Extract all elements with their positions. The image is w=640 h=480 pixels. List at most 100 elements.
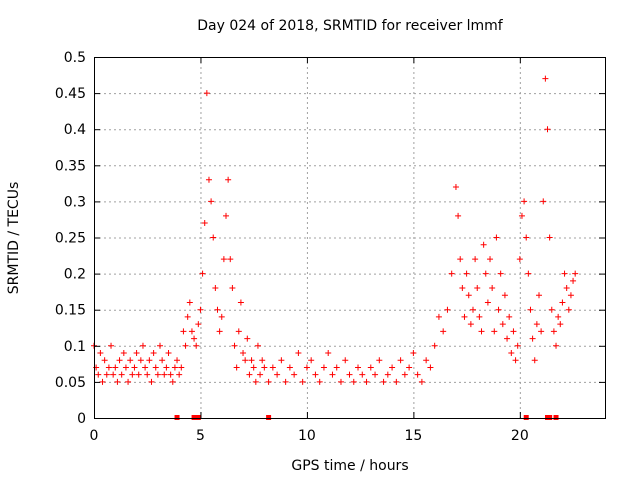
y-tick-label: 0.1 (64, 339, 86, 355)
data-point (561, 270, 568, 277)
gap-markers (174, 415, 559, 420)
data-point (499, 321, 506, 328)
data-point (235, 328, 242, 335)
data-point (157, 342, 164, 349)
data-point (555, 313, 562, 320)
data-point (250, 364, 257, 371)
data-point (135, 371, 142, 378)
grid-lines (94, 57, 605, 418)
x-axis-title: GPS time / hours (291, 458, 408, 474)
data-point (463, 270, 470, 277)
data-point (112, 364, 119, 371)
data-point (229, 285, 236, 292)
data-point (448, 270, 455, 277)
data-point (457, 256, 464, 263)
data-point (493, 234, 500, 241)
data-point (169, 378, 176, 385)
data-point (165, 350, 172, 357)
data-point (242, 357, 249, 364)
data-point (223, 212, 230, 219)
data-point (220, 256, 227, 263)
data-point (208, 198, 215, 205)
data-point (105, 364, 112, 371)
data-point (246, 371, 253, 378)
data-point (320, 364, 327, 371)
data-point (295, 350, 302, 357)
gap-marker (195, 415, 201, 420)
data-point (546, 234, 553, 241)
data-point (231, 342, 238, 349)
data-point (244, 335, 251, 342)
y-tick-label: 0 (77, 411, 86, 427)
data-point (142, 364, 149, 371)
data-point (129, 371, 136, 378)
data-point (227, 256, 234, 263)
data-point (159, 357, 166, 364)
data-point (414, 371, 421, 378)
data-point (431, 342, 438, 349)
data-point (286, 364, 293, 371)
data-point (120, 350, 127, 357)
data-point (197, 306, 204, 313)
data-point (252, 378, 259, 385)
y-tick-label: 0.15 (55, 303, 86, 319)
data-point (550, 328, 557, 335)
data-point (533, 321, 540, 328)
chart-title: Day 024 of 2018, SRMTID for receiver lmm… (197, 18, 504, 34)
data-point (95, 371, 102, 378)
x-tick-label: 10 (298, 428, 316, 444)
data-point (452, 183, 459, 190)
data-point (487, 256, 494, 263)
data-point (108, 342, 115, 349)
data-point (350, 378, 357, 385)
data-point (274, 371, 281, 378)
data-point (469, 306, 476, 313)
data-point (572, 270, 579, 277)
data-point (188, 328, 195, 335)
data-point (146, 357, 153, 364)
data-point (199, 270, 206, 277)
data-point (131, 364, 138, 371)
x-tick-label: 20 (511, 428, 529, 444)
data-point (384, 371, 391, 378)
data-point (269, 364, 276, 371)
data-point (346, 371, 353, 378)
data-point (363, 378, 370, 385)
data-point (337, 378, 344, 385)
data-point (257, 371, 264, 378)
data-point (180, 328, 187, 335)
data-point (114, 378, 121, 385)
data-point (186, 299, 193, 306)
data-point (291, 371, 298, 378)
data-point (444, 306, 451, 313)
x-tick-label: 15 (404, 428, 422, 444)
data-point (110, 371, 117, 378)
data-point (397, 357, 404, 364)
data-point (176, 371, 183, 378)
data-point (401, 371, 408, 378)
data-point (535, 292, 542, 299)
y-tick-label: 0.5 (64, 50, 86, 66)
data-point (359, 371, 366, 378)
data-point (418, 378, 425, 385)
gap-marker (547, 415, 553, 420)
data-point (101, 357, 108, 364)
data-point (410, 350, 417, 357)
data-point (342, 357, 349, 364)
data-point (380, 378, 387, 385)
data-point (484, 299, 491, 306)
data-point (540, 198, 547, 205)
data-point (97, 350, 104, 357)
data-point (259, 357, 266, 364)
gap-marker (553, 415, 559, 420)
data-point (525, 270, 532, 277)
x-tick-labels: 0 5 10 15 20 (90, 428, 529, 444)
data-point (191, 335, 198, 342)
data-point (193, 342, 200, 349)
data-point (261, 364, 268, 371)
data-point (367, 364, 374, 371)
data-point (440, 328, 447, 335)
data-point (212, 285, 219, 292)
data-point (489, 285, 496, 292)
